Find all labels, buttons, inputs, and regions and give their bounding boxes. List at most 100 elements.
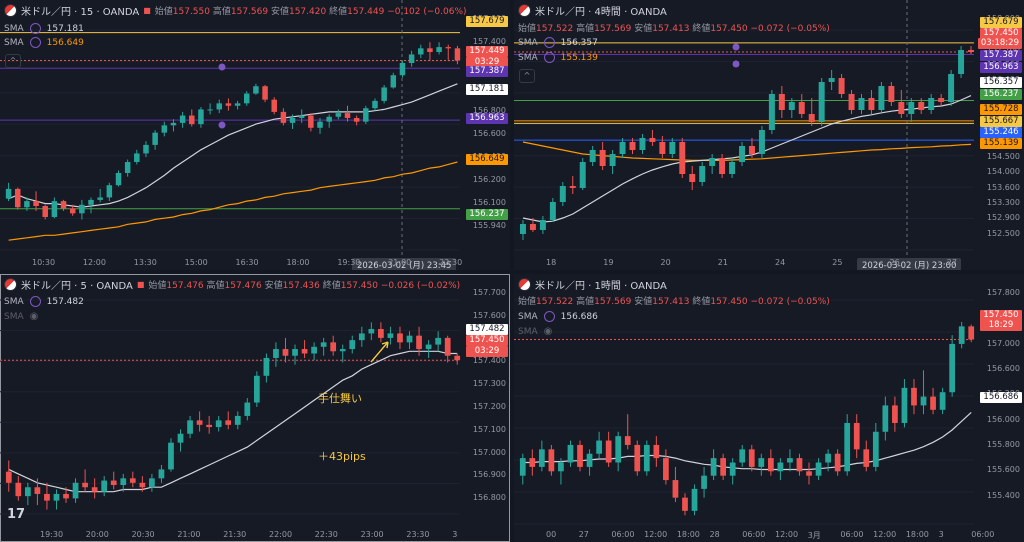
candle-body[interactable] [577, 444, 583, 467]
signal-marker-icon[interactable] [218, 121, 226, 129]
candle-body[interactable] [378, 328, 384, 338]
candle-body[interactable] [679, 142, 686, 174]
price-axis-tag[interactable]: 157.450 [466, 335, 508, 346]
candle-body[interactable] [892, 405, 898, 423]
candle-body[interactable] [298, 115, 305, 118]
candle-body[interactable] [872, 431, 879, 467]
sma-indicator-2[interactable]: SMA 156.649 [4, 37, 84, 48]
candle-body[interactable] [129, 478, 136, 483]
candle-body[interactable] [815, 462, 822, 476]
candle-body[interactable] [216, 103, 223, 110]
candle-body[interactable] [206, 424, 213, 428]
candle-body[interactable] [798, 102, 805, 114]
candle-body[interactable] [234, 415, 241, 425]
candle-body[interactable] [177, 433, 184, 443]
hidden-eye-icon[interactable]: ◉ [29, 311, 39, 322]
price-axis-tag[interactable]: 157.449 [466, 46, 508, 57]
candle-body[interactable] [567, 444, 574, 463]
candle-body[interactable] [739, 146, 746, 162]
candle-body[interactable] [619, 142, 626, 154]
candle-body[interactable] [559, 186, 566, 202]
candle-body[interactable] [868, 98, 875, 110]
candle-body[interactable] [788, 102, 795, 110]
price-axis-tag[interactable]: 155.246 [980, 127, 1022, 138]
chart-pane-1h[interactable]: 米ドル／円 · 1時間 · OANDA 始値157.522 高値157.569 … [514, 274, 1024, 542]
candlestick-plot[interactable] [0, 274, 510, 542]
candle-body[interactable] [834, 453, 841, 472]
candle-body[interactable] [263, 357, 270, 376]
collapse-legend-button[interactable]: ^ [5, 54, 21, 68]
sma-short-line[interactable] [522, 95, 972, 223]
candle-body[interactable] [596, 440, 602, 454]
candle-body[interactable] [848, 94, 855, 110]
candle-body[interactable] [454, 355, 461, 361]
signal-marker-icon[interactable] [732, 60, 740, 68]
candle-body[interactable] [416, 335, 422, 350]
candle-body[interactable] [634, 444, 641, 472]
candle-body[interactable] [24, 201, 30, 208]
candle-body[interactable] [179, 115, 186, 123]
candle-body[interactable] [729, 162, 736, 174]
signal-marker-icon[interactable] [732, 43, 740, 51]
candle-body[interactable] [308, 115, 314, 128]
candlestick-plot[interactable] [0, 0, 510, 270]
candle-body[interactable] [225, 420, 232, 425]
candle-body[interactable] [818, 82, 825, 122]
candle-body[interactable] [271, 99, 277, 112]
candle-body[interactable] [548, 449, 555, 472]
candle-body[interactable] [34, 487, 41, 494]
candle-body[interactable] [639, 138, 646, 150]
candle-body[interactable] [958, 326, 965, 344]
alert-flag-icon[interactable]: ■ [143, 6, 151, 15]
candle-body[interactable] [549, 202, 556, 220]
price-axis-tag[interactable]: 18:29 [980, 320, 1022, 331]
candle-body[interactable] [436, 47, 442, 52]
candle-body[interactable] [911, 387, 917, 406]
price-axis-tag[interactable]: 156.963 [466, 113, 508, 124]
annotation-exit-text[interactable]: 手仕舞い [318, 392, 362, 405]
candle-body[interactable] [170, 122, 177, 126]
candle-body[interactable] [720, 458, 727, 476]
candle-body[interactable] [796, 458, 803, 472]
candle-body[interactable] [353, 118, 360, 122]
price-axis-tag[interactable]: 156.237 [466, 209, 508, 220]
price-axis-tag[interactable]: 157.181 [466, 84, 508, 95]
symbol-title[interactable]: 米ドル／円 · 1時間 · OANDA [535, 281, 667, 292]
candle-body[interactable] [939, 392, 946, 410]
candle-body[interactable] [406, 335, 413, 343]
annotation-pips-text[interactable]: ＋43pips [318, 450, 366, 463]
candle-body[interactable] [339, 349, 346, 352]
candle-body[interactable] [938, 98, 945, 102]
candle-body[interactable] [397, 333, 403, 343]
price-axis-tag[interactable]: 156.237 [980, 89, 1022, 100]
candle-body[interactable] [24, 487, 31, 497]
price-axis-tag[interactable]: 157.482 [466, 324, 508, 335]
price-axis-tag[interactable]: 03:18:29 [977, 38, 1022, 49]
candle-body[interactable] [699, 166, 706, 182]
candlestick-plot[interactable] [514, 0, 1024, 270]
candle-body[interactable] [599, 150, 606, 166]
candle-body[interactable] [399, 63, 406, 76]
sma-indicator-2-hidden[interactable]: SMA ◉ [4, 311, 39, 322]
candle-body[interactable] [106, 185, 113, 198]
candle-body[interactable] [244, 402, 251, 416]
price-axis-tag[interactable]: 155.728 [980, 104, 1022, 115]
candle-body[interactable] [372, 100, 378, 109]
candle-body[interactable] [882, 405, 889, 432]
indicator-settings-icon[interactable] [29, 23, 41, 34]
candle-body[interactable] [838, 78, 845, 94]
price-axis-tag[interactable]: 156.649 [466, 154, 508, 165]
candle-body[interactable] [82, 482, 88, 488]
indicator-settings-icon[interactable] [543, 52, 555, 63]
candle-body[interactable] [381, 87, 387, 101]
candle-body[interactable] [624, 436, 631, 445]
indicator-settings-icon[interactable] [543, 37, 555, 48]
candle-body[interactable] [14, 188, 21, 208]
candle-body[interactable] [198, 109, 204, 125]
candle-body[interactable] [101, 480, 108, 492]
sma-indicator-2[interactable]: SMA 155.139 [518, 52, 598, 63]
candle-body[interactable] [60, 201, 67, 209]
price-axis-tag[interactable]: 157.679 [466, 16, 508, 27]
sma-long-line[interactable] [8, 161, 458, 241]
candle-body[interactable] [519, 224, 526, 234]
